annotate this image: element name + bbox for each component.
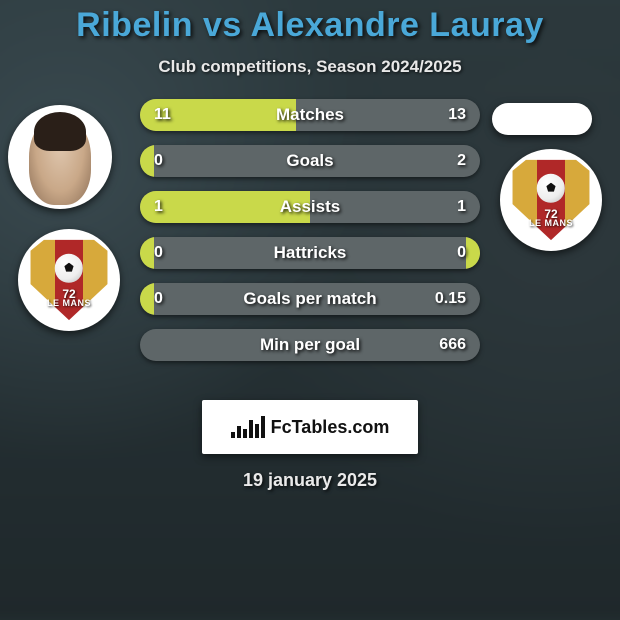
stat-bar-left [140,237,154,269]
stat-bar-left [140,283,154,315]
stat-bar-left [140,99,296,131]
attribution-text: FcTables.com [271,417,390,438]
logo-bar [249,420,253,438]
stat-row: Assists11 [140,191,480,223]
logo-bar [237,426,241,438]
stat-label: Min per goal [140,329,480,361]
logo-bar [255,424,259,438]
stat-label: Goals per match [140,283,480,315]
stat-value-right: 0.15 [435,283,466,315]
date-text: 19 january 2025 [243,470,377,491]
logo-bar [231,432,235,438]
stat-value-left: 0 [154,237,163,269]
fctables-logo-icon [231,416,265,438]
stat-value-right: 666 [439,329,466,361]
stat-value-right: 2 [457,145,466,177]
stat-row: Hattricks0 0 [140,237,480,269]
club-name: LE MANS [27,298,111,308]
stat-bar-left [140,191,310,223]
stat-bar-left [140,145,154,177]
stat-label: Hattricks [140,237,480,269]
shield-stripe [83,238,111,322]
person-silhouette-icon [29,117,91,205]
player2-club-badge: 72 LE MANS [500,149,602,251]
logo-bar [261,416,265,438]
shield-stripe [565,158,593,242]
stat-row: Goals per match0 0.15 [140,283,480,315]
stat-value-left: 0 [154,145,163,177]
comparison-area: 72 LE MANS 72 LE MANS Matches1113Goals02… [0,99,620,394]
page-title: Ribelin vs Alexandre Lauray [76,6,544,45]
club-name: LE MANS [509,218,593,228]
subtitle: Club competitions, Season 2024/2025 [158,57,461,77]
player1-club-badge: 72 LE MANS [18,229,120,331]
stat-label: Goals [140,145,480,177]
stat-row: Goals0 2 [140,145,480,177]
stat-value-left: 0 [154,283,163,315]
stat-value-right: 0 [457,237,466,269]
logo-bar [243,429,247,438]
stat-row: Min per goal666 [140,329,480,361]
shield-stripe [509,158,537,242]
player2-avatar [492,103,592,135]
stat-value-right: 1 [457,191,466,223]
stat-bar-right [466,237,480,269]
attribution-badge: FcTables.com [202,400,418,454]
shield-stripe [27,238,55,322]
club-shield-icon: 72 LE MANS [27,238,111,322]
stat-row: Matches1113 [140,99,480,131]
player1-avatar [8,105,112,209]
stat-value-right: 13 [448,99,466,131]
club-shield-icon: 72 LE MANS [509,158,593,242]
stat-bars: Matches1113Goals02Assists11Hattricks00Go… [140,99,480,361]
